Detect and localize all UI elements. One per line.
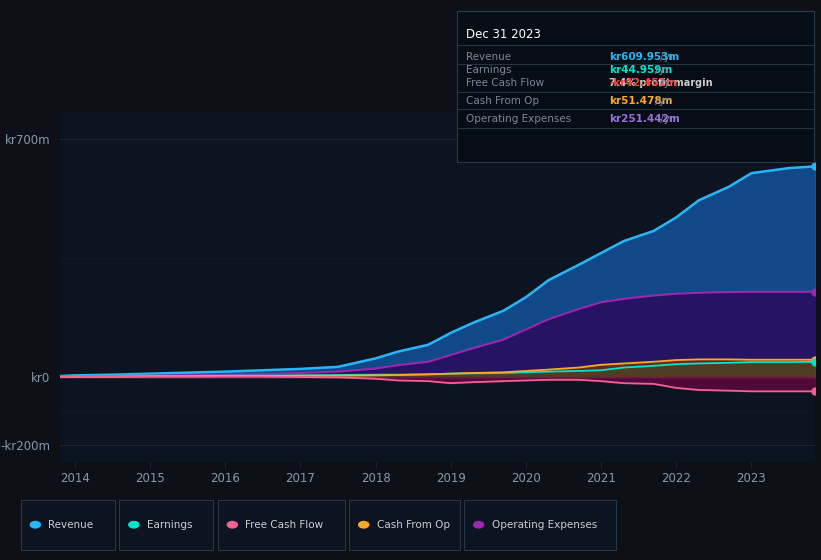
Text: /yr: /yr: [657, 78, 674, 88]
Text: Operating Expenses: Operating Expenses: [466, 114, 571, 124]
Text: Operating Expenses: Operating Expenses: [492, 520, 597, 530]
Text: kr251.442m: kr251.442m: [609, 114, 680, 124]
Text: /yr: /yr: [657, 52, 674, 62]
Text: 7.4% profit margin: 7.4% profit margin: [609, 78, 713, 88]
Text: Cash From Op: Cash From Op: [377, 520, 450, 530]
Text: Earnings: Earnings: [466, 65, 511, 75]
Text: Dec 31 2023: Dec 31 2023: [466, 28, 540, 41]
Text: /yr: /yr: [652, 65, 669, 75]
Text: Cash From Op: Cash From Op: [466, 96, 539, 106]
Text: Free Cash Flow: Free Cash Flow: [245, 520, 323, 530]
Text: /yr: /yr: [657, 114, 674, 124]
Text: kr51.478m: kr51.478m: [609, 96, 672, 106]
Text: Earnings: Earnings: [147, 520, 192, 530]
Text: kr44.959m: kr44.959m: [609, 65, 672, 75]
Text: -kr42.451m: -kr42.451m: [609, 78, 677, 88]
Text: Free Cash Flow: Free Cash Flow: [466, 78, 544, 88]
Text: kr609.953m: kr609.953m: [609, 52, 680, 62]
Text: Revenue: Revenue: [466, 52, 511, 62]
Text: /yr: /yr: [652, 96, 669, 106]
Text: Revenue: Revenue: [48, 520, 94, 530]
